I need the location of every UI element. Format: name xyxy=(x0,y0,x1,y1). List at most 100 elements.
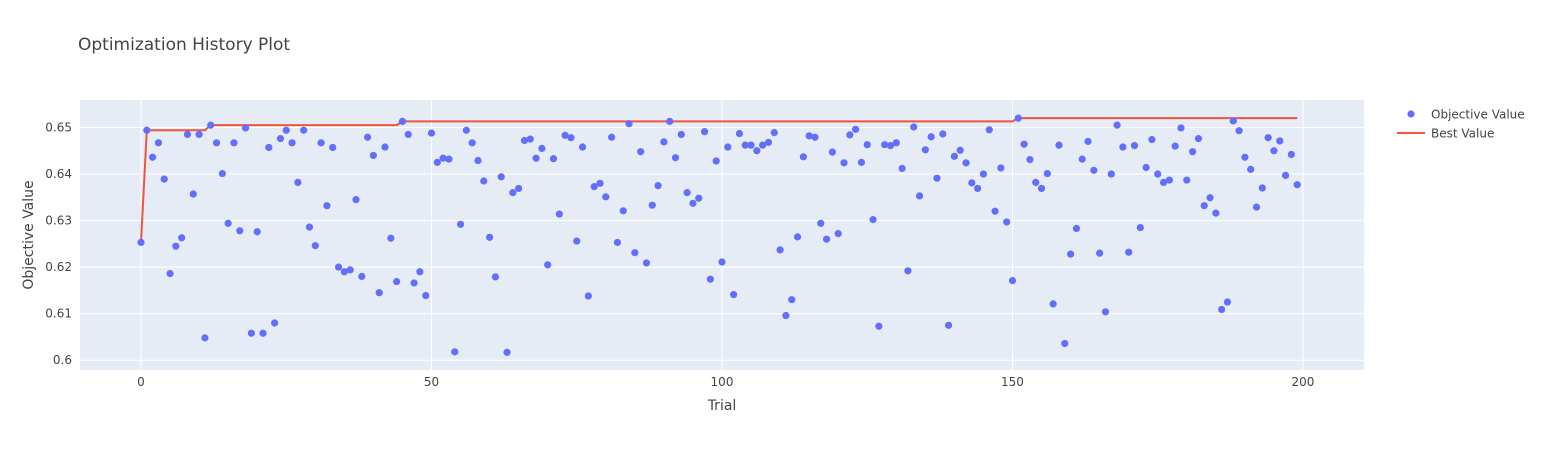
objective-value-point[interactable] xyxy=(1223,298,1232,306)
objective-value-point[interactable] xyxy=(782,311,790,320)
objective-value-point[interactable] xyxy=(944,321,953,329)
objective-value-point[interactable] xyxy=(666,117,674,126)
objective-value-point[interactable] xyxy=(445,155,453,163)
objective-value-point[interactable] xyxy=(631,249,639,257)
objective-value-point[interactable] xyxy=(793,233,802,241)
objective-value-point[interactable] xyxy=(363,133,372,141)
objective-value-point[interactable] xyxy=(1270,147,1278,155)
objective-value-point[interactable] xyxy=(1043,169,1051,178)
objective-value-point[interactable] xyxy=(1194,135,1203,143)
objective-value-point[interactable] xyxy=(1107,170,1115,178)
objective-value-point[interactable] xyxy=(166,270,174,278)
objective-value-point[interactable] xyxy=(544,261,552,269)
objective-value-point[interactable] xyxy=(404,130,412,139)
objective-value-point[interactable] xyxy=(660,138,668,146)
objective-value-point[interactable] xyxy=(613,238,622,247)
objective-value-point[interactable] xyxy=(788,296,796,304)
objective-value-point[interactable] xyxy=(759,141,767,149)
objective-value-point[interactable] xyxy=(654,182,662,190)
objective-value-point[interactable] xyxy=(974,184,982,193)
objective-value-point[interactable] xyxy=(1276,137,1284,145)
objective-value-point[interactable] xyxy=(869,216,877,224)
objective-value-point[interactable] xyxy=(1241,153,1249,161)
objective-value-point[interactable] xyxy=(317,139,325,147)
objective-value-point[interactable] xyxy=(1171,142,1179,150)
objective-value-point[interactable] xyxy=(852,125,860,133)
objective-value-point[interactable] xyxy=(1281,171,1290,180)
objective-value-point[interactable] xyxy=(381,143,389,151)
objective-value-point[interactable] xyxy=(515,184,523,193)
objective-value-point[interactable] xyxy=(1061,339,1069,348)
objective-value-point[interactable] xyxy=(834,230,842,238)
objective-value-point[interactable] xyxy=(149,153,157,161)
objective-value-point[interactable] xyxy=(1084,137,1092,146)
objective-value-point[interactable] xyxy=(776,246,784,254)
objective-value-point[interactable] xyxy=(1235,127,1243,135)
objective-value-point[interactable] xyxy=(671,154,680,162)
objective-value-point[interactable] xyxy=(590,182,598,191)
objective-value-point[interactable] xyxy=(718,258,726,266)
objective-value-point[interactable] xyxy=(997,164,1005,172)
objective-value-point[interactable] xyxy=(683,189,691,197)
objective-value-point[interactable] xyxy=(160,175,168,183)
objective-value-point[interactable] xyxy=(253,228,261,236)
objective-value-point[interactable] xyxy=(753,147,761,155)
objective-value-point[interactable] xyxy=(1148,135,1156,144)
objective-value-point[interactable] xyxy=(1067,250,1075,258)
objective-value-point[interactable] xyxy=(741,141,749,149)
objective-value-point[interactable] xyxy=(730,290,738,299)
objective-value-point[interactable] xyxy=(323,202,331,210)
objective-value-point[interactable] xyxy=(846,131,854,139)
objective-value-point[interactable] xyxy=(968,179,976,187)
objective-value-point[interactable] xyxy=(497,173,505,181)
objective-value-point[interactable] xyxy=(207,121,215,129)
objective-value-point[interactable] xyxy=(822,235,831,243)
objective-value-point[interactable] xyxy=(236,227,244,235)
objective-value-point[interactable] xyxy=(799,153,807,161)
objective-value-point[interactable] xyxy=(474,156,482,165)
objective-value-point[interactable] xyxy=(433,158,441,166)
objective-value-point[interactable] xyxy=(770,128,778,137)
objective-value-point[interactable] xyxy=(358,272,366,281)
objective-value-point[interactable] xyxy=(1026,155,1034,164)
objective-value-point[interactable] xyxy=(991,207,999,215)
objective-value-point[interactable] xyxy=(817,219,825,227)
objective-value-point[interactable] xyxy=(724,143,732,151)
objective-value-point[interactable] xyxy=(596,179,604,187)
objective-value-point[interactable] xyxy=(1014,114,1022,122)
objective-value-point[interactable] xyxy=(154,139,163,147)
objective-value-point[interactable] xyxy=(764,138,773,146)
objective-value-point[interactable] xyxy=(863,141,871,149)
objective-value-point[interactable] xyxy=(224,219,232,227)
objective-value-point[interactable] xyxy=(189,190,197,198)
objective-value-point[interactable] xyxy=(178,234,186,242)
objective-value-point[interactable] xyxy=(1287,150,1295,159)
objective-value-point[interactable] xyxy=(491,273,500,281)
objective-value-point[interactable] xyxy=(271,319,279,327)
objective-value-point[interactable] xyxy=(956,146,964,154)
objective-value-point[interactable] xyxy=(1258,184,1266,192)
objective-value-point[interactable] xyxy=(1101,308,1110,316)
objective-value-point[interactable] xyxy=(962,159,970,167)
objective-value-point[interactable] xyxy=(875,322,883,330)
objective-value-point[interactable] xyxy=(637,148,645,156)
objective-value-point[interactable] xyxy=(1125,248,1133,256)
objective-value-point[interactable] xyxy=(427,129,436,137)
objective-value-point[interactable] xyxy=(1293,181,1301,189)
objective-value-point[interactable] xyxy=(1264,134,1272,142)
objective-value-point[interactable] xyxy=(927,133,935,141)
objective-value-point[interactable] xyxy=(486,233,494,241)
objective-value-point[interactable] xyxy=(1183,176,1191,184)
objective-value-point[interactable] xyxy=(881,141,889,149)
objective-value-point[interactable] xyxy=(311,242,319,250)
objective-value-point[interactable] xyxy=(334,263,343,271)
objective-value-point[interactable] xyxy=(695,194,703,202)
objective-value-point[interactable] xyxy=(1113,121,1121,129)
objective-value-point[interactable] xyxy=(1229,117,1237,125)
objective-value-point[interactable] xyxy=(1136,223,1144,232)
objective-value-point[interactable] xyxy=(468,139,476,147)
objective-value-point[interactable] xyxy=(212,139,221,147)
objective-value-point[interactable] xyxy=(584,292,592,300)
objective-value-point[interactable] xyxy=(608,133,616,141)
objective-value-point[interactable] xyxy=(805,132,813,140)
